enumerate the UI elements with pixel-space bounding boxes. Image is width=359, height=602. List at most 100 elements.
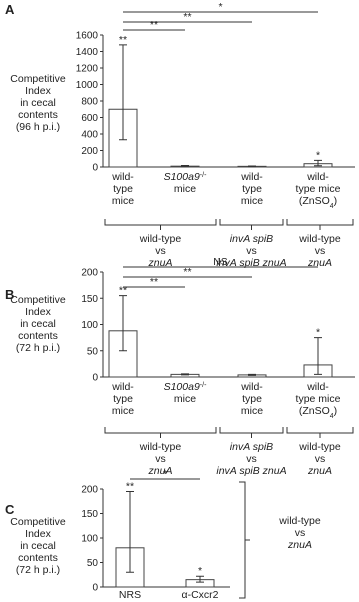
error-bar bbox=[196, 575, 204, 583]
group-label: wild-type bbox=[139, 441, 182, 453]
y-tick-label: 0 bbox=[92, 583, 98, 594]
significance: * bbox=[316, 327, 320, 339]
x-tick-label: mice bbox=[174, 183, 196, 195]
group-label: invA spiB znuA bbox=[216, 465, 286, 477]
x-tick-label: mice bbox=[112, 405, 134, 417]
y-tick-label: 1000 bbox=[76, 80, 99, 91]
y-axis-label: in cecal bbox=[20, 540, 56, 552]
x-tick-label: mice bbox=[174, 393, 196, 405]
y-tick-label: 100 bbox=[81, 534, 98, 545]
x-tick-label: type mice bbox=[296, 183, 341, 195]
y-axis-label: in cecal bbox=[20, 318, 56, 330]
y-axis-label: contents bbox=[18, 552, 58, 564]
error-bar bbox=[248, 373, 256, 376]
text-segment: invA spiB znuA bbox=[216, 465, 286, 477]
group-label: wild-type bbox=[278, 515, 321, 527]
text-segment: -/- bbox=[200, 172, 207, 179]
text-segment: znuA bbox=[307, 257, 332, 269]
comparison-label: ** bbox=[150, 19, 158, 31]
y-tick-label: 1600 bbox=[76, 31, 99, 42]
x-tick-label: type bbox=[242, 183, 262, 195]
x-tick-label: wild- bbox=[306, 381, 329, 393]
y-tick-label: 1200 bbox=[76, 64, 99, 75]
y-axis-label: Competitive bbox=[10, 73, 66, 85]
comparison-label: ** bbox=[183, 11, 191, 23]
text-segment: ) bbox=[334, 195, 338, 207]
text-segment: S100a9 bbox=[164, 381, 200, 393]
group-label: znuA bbox=[307, 257, 332, 269]
y-tick-label: 150 bbox=[81, 509, 98, 520]
y-axis-label: Index bbox=[25, 528, 51, 540]
x-tick-label: (ZnSO4) bbox=[299, 405, 337, 420]
y-axis-label: Index bbox=[25, 306, 51, 318]
y-axis-label: Competitive bbox=[10, 294, 66, 306]
panel-label: B bbox=[5, 287, 14, 302]
y-tick-label: 50 bbox=[87, 346, 99, 357]
x-tick-label: wild- bbox=[240, 171, 263, 183]
group-bracket bbox=[286, 219, 354, 230]
y-tick-label: 150 bbox=[81, 294, 98, 305]
group-bracket bbox=[239, 481, 250, 599]
x-tick-label: S100a9-/- bbox=[164, 381, 207, 393]
y-axis-label: contents bbox=[18, 109, 58, 121]
error-bar bbox=[181, 165, 189, 168]
group-label: wild-type bbox=[298, 233, 341, 245]
text-segment: -/- bbox=[200, 382, 207, 389]
error-bar bbox=[126, 490, 134, 573]
comparison-label: NS bbox=[213, 256, 228, 268]
y-axis-label: (72 h p.i.) bbox=[16, 564, 60, 576]
group-bracket bbox=[219, 219, 284, 230]
text-segment: 4 bbox=[330, 413, 334, 420]
x-tick-label: type mice bbox=[296, 393, 341, 405]
comparison-label: * bbox=[218, 1, 222, 13]
group-label: vs bbox=[155, 245, 166, 257]
error-bar bbox=[314, 159, 322, 167]
panel-label: A bbox=[5, 2, 15, 17]
y-tick-label: 50 bbox=[87, 558, 99, 569]
group-label: wild-type bbox=[139, 233, 182, 245]
group-label: vs bbox=[155, 453, 166, 465]
x-tick-label: type bbox=[113, 183, 133, 195]
y-tick-label: 200 bbox=[81, 268, 98, 279]
y-axis-label: contents bbox=[18, 330, 58, 342]
text-segment: invA spiB znuA bbox=[216, 257, 286, 269]
y-axis-label: (72 h p.i.) bbox=[16, 342, 60, 354]
significance: * bbox=[198, 565, 202, 577]
text-segment: invA spiB bbox=[230, 441, 273, 453]
text-segment: znuA bbox=[307, 465, 332, 477]
y-tick-label: 200 bbox=[81, 146, 98, 157]
x-tick-label: S100a9-/- bbox=[164, 171, 207, 183]
text-segment: invA spiB bbox=[230, 233, 273, 245]
error-bar bbox=[181, 373, 189, 376]
x-tick-label: mice bbox=[112, 195, 134, 207]
group-label: vs bbox=[246, 453, 257, 465]
group-bracket bbox=[286, 427, 354, 438]
y-tick-label: 0 bbox=[92, 373, 98, 384]
comparison-label: ** bbox=[183, 266, 191, 278]
group-label: vs bbox=[315, 453, 326, 465]
x-tick-label: NRS bbox=[119, 589, 141, 601]
y-tick-label: 400 bbox=[81, 130, 98, 141]
y-tick-label: 600 bbox=[81, 113, 98, 124]
y-axis-label: in cecal bbox=[20, 97, 56, 109]
text-segment: (ZnSO bbox=[299, 195, 330, 207]
y-axis-label: Index bbox=[25, 85, 51, 97]
text-segment: S100a9 bbox=[164, 171, 200, 183]
group-label: wild-type bbox=[298, 441, 341, 453]
y-tick-label: 800 bbox=[81, 97, 98, 108]
group-bracket bbox=[104, 219, 217, 230]
significance: ** bbox=[119, 285, 127, 297]
significance: ** bbox=[126, 480, 134, 492]
x-tick-label: α-Cxcr2 bbox=[182, 589, 219, 601]
group-label: znuA bbox=[287, 539, 312, 551]
text-segment: ) bbox=[334, 405, 338, 417]
group-label: invA spiB bbox=[230, 233, 273, 245]
x-tick-label: wild- bbox=[240, 381, 263, 393]
text-segment: (ZnSO bbox=[299, 405, 330, 417]
panel-label: C bbox=[5, 502, 15, 517]
comparison-label: * bbox=[163, 468, 167, 480]
text-segment: znuA bbox=[148, 257, 173, 269]
error-bar bbox=[314, 337, 322, 375]
x-tick-label: (ZnSO4) bbox=[299, 195, 337, 210]
